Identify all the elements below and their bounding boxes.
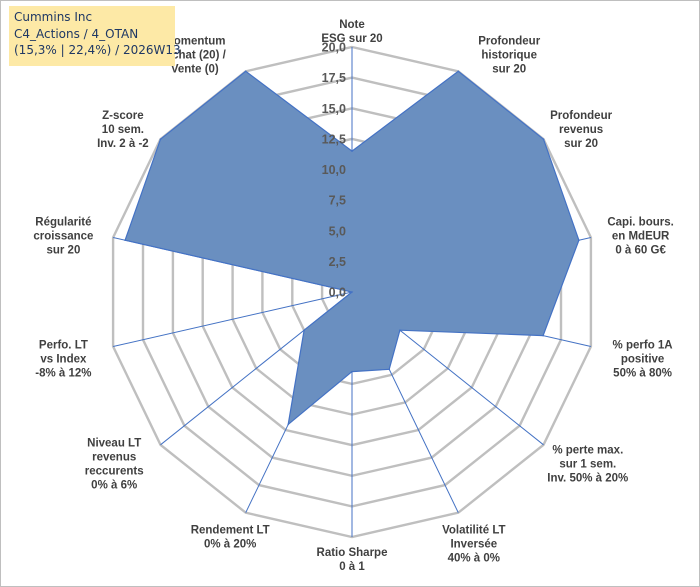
tick-label-1: 2,5 — [329, 255, 346, 269]
info-box: Cummins Inc C4_Actions / 4_OTAN (15,3% |… — [9, 6, 181, 66]
tick-label-4: 10,0 — [322, 163, 346, 177]
portfolio-label: C4_Actions / 4_OTAN — [14, 26, 139, 41]
tick-label-3: 7,5 — [329, 194, 346, 208]
tick-label-7: 17,5 — [322, 71, 346, 85]
company-name: Cummins Inc — [14, 10, 93, 24]
data-point-8 — [351, 370, 353, 373]
axis-label-11: Perfo. LT vs Index -8% à 12% — [35, 339, 91, 379]
tick-label-6: 15,0 — [322, 102, 346, 116]
data-point-2 — [457, 70, 460, 73]
axis-label-10: Niveau LT revenus reccurents 0% à 6% — [85, 438, 144, 492]
data-point-11 — [351, 291, 353, 293]
data-point-14 — [244, 70, 247, 73]
tick-label-2: 5,0 — [329, 224, 346, 238]
radar-spoke-11 — [112, 291, 353, 347]
axis-label-3: Profondeur revenus sur 20 — [550, 110, 612, 150]
tick-label-8: 20,0 — [322, 41, 346, 55]
performance-stats: (15,3% | 22,4%) / 2026W13 — [14, 43, 181, 57]
axis-label-6: % perte max. sur 1 sem. Inv. 50% à 20% — [547, 445, 628, 485]
axis-label-9: Rendement LT 0% à 20% — [191, 525, 270, 551]
axis-label-1: Note ESG sur 20 — [321, 19, 382, 45]
axis-label-13: Z-score 10 sem. Inv. 2 à -2 — [97, 110, 149, 150]
radar-axis-labels: Note ESG sur 20 Profondeur historique sur 20… — [33, 19, 673, 573]
axis-label-14: Momentum Achat (20) / Vente (0) — [164, 35, 227, 75]
tick-label-5: 12,5 — [322, 132, 346, 146]
data-point-5 — [542, 334, 544, 337]
axis-label-8: Ratio Sharpe 0 à 1 — [317, 547, 388, 573]
data-point-6 — [399, 329, 401, 332]
radar-tick-labels: 0,0 2,5 5,0 7,5 10,0 12,5 15,0 17,5 20,0 — [322, 41, 346, 300]
data-point-10 — [303, 329, 305, 332]
axis-label-5: % perfo 1A positive 50% à 80% — [613, 339, 673, 379]
axis-label-4: Capi. bours. en MdEUR 0 à 60 G€ — [607, 217, 673, 257]
tick-label-0: 0,0 — [329, 286, 346, 300]
data-point-1 — [351, 150, 353, 152]
radar-series — [124, 70, 580, 426]
data-point-4 — [578, 239, 580, 241]
data-point-3 — [542, 138, 545, 140]
axis-label-2: Profondeur historique sur 20 — [478, 35, 540, 75]
data-point-13 — [159, 138, 162, 140]
axis-label-7: Volatilité LT Inversée 40% à 0% — [442, 525, 505, 565]
axis-label-12: Régularité croissance sur 20 — [33, 217, 93, 257]
data-point-12 — [124, 239, 126, 241]
data-point-7 — [388, 368, 391, 371]
data-point-9 — [287, 423, 290, 426]
